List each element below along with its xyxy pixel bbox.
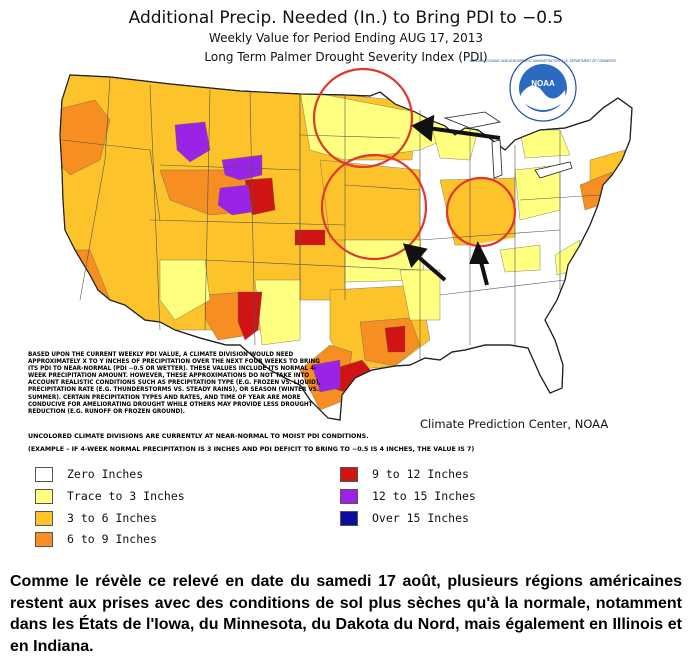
arrow-head-indiana bbox=[469, 241, 490, 264]
arrow-to-minnesota bbox=[427, 126, 501, 140]
chart-subtitle-index: Long Term Palmer Drought Severity Index … bbox=[204, 50, 488, 64]
legend-label-12to15: 12 to 15 Inches bbox=[372, 489, 476, 503]
region-texas-west-trace bbox=[254, 279, 301, 346]
lake-superior bbox=[443, 111, 502, 129]
map-body: NOAA NATIONAL OCEANIC AND ATMOSPHERIC AD… bbox=[59, 54, 633, 421]
highlight-circle-iowa bbox=[320, 153, 428, 261]
legend-item-12to15: 12 to 15 Inches bbox=[340, 488, 476, 504]
noaa-logo: NOAA NATIONAL OCEANIC AND ATMOSPHERIC AD… bbox=[470, 54, 617, 122]
region-texas-12to15 bbox=[311, 359, 341, 393]
lake-michigan bbox=[491, 139, 503, 179]
legend-swatch-over15 bbox=[340, 510, 358, 526]
chart-title-block: Additional Precip. Needed (In.) to Bring… bbox=[0, 8, 692, 65]
region-idaho-12to15 bbox=[174, 121, 211, 163]
legend-swatch-12to15 bbox=[340, 488, 358, 504]
legend-item-over15: Over 15 Inches bbox=[340, 510, 469, 526]
legend-item-6to9: 6 to 9 Inches bbox=[35, 531, 157, 547]
region-arizona-trace bbox=[159, 259, 211, 321]
region-wyoming-12to15 bbox=[217, 184, 253, 216]
legend-label-6to9: 6 to 9 Inches bbox=[67, 532, 158, 546]
highlight-circle-minnesota bbox=[312, 67, 414, 169]
noaa-logo-bird bbox=[520, 85, 566, 110]
region-montana-12to15 bbox=[221, 154, 263, 181]
region-southeast-zero bbox=[470, 230, 565, 340]
legend-label-9to12: 9 to 12 Inches bbox=[372, 467, 469, 481]
legend-item-trace: Trace to 3 Inches bbox=[35, 488, 185, 504]
legend-swatch-zero bbox=[35, 466, 53, 482]
legend-label-trace: Trace to 3 Inches bbox=[67, 489, 185, 503]
region-washington-6to9 bbox=[60, 99, 111, 176]
lake-erie bbox=[534, 161, 573, 179]
chart-subtitle-period: Weekly Value for Period Ending AUG 17, 2… bbox=[208, 31, 484, 45]
arrows bbox=[402, 114, 501, 286]
legend-label-zero: Zero Inches bbox=[67, 467, 144, 481]
region-louisiana-9to12 bbox=[384, 325, 406, 353]
arrow-head-iowa bbox=[402, 243, 428, 268]
arrow-to-iowa bbox=[413, 252, 447, 282]
legend-swatch-9to12 bbox=[340, 466, 358, 482]
arrow-head-minnesota bbox=[411, 114, 435, 142]
methodology-note: BASED UPON THE CURRENT WEEKLY PDI VALUE,… bbox=[28, 352, 321, 415]
legend-label-3to6: 3 to 6 Inches bbox=[67, 511, 158, 525]
legend-swatch-3to6 bbox=[35, 510, 53, 526]
legend-label-over15: Over 15 Inches bbox=[372, 511, 469, 525]
chart-title: Additional Precip. Needed (In.) to Bring… bbox=[128, 8, 564, 28]
credit-text: Climate Prediction Center, NOAA bbox=[420, 417, 609, 431]
noaa-logo-ring-text: NATIONAL OCEANIC AND ATMOSPHERIC ADMINIS… bbox=[470, 59, 617, 63]
us-drought-map: NOAA NATIONAL OCEANIC AND ATMOSPHERIC AD… bbox=[59, 54, 633, 421]
legend-item-3to6: 3 to 6 Inches bbox=[35, 510, 157, 526]
uncolored-note: UNCOLORED CLIMATE DIVISIONS ARE CURRENTL… bbox=[28, 433, 369, 440]
state-boundaries bbox=[61, 76, 601, 360]
legend-item-9to12: 9 to 12 Inches bbox=[340, 466, 469, 482]
legend: Zero Inches Trace to 3 Inches 3 to 6 Inc… bbox=[35, 466, 555, 548]
caption-text: Comme le révèle ce relevé en date du sam… bbox=[10, 573, 682, 655]
legend-swatch-6to9 bbox=[35, 531, 53, 547]
region-newmexico-9to12 bbox=[237, 291, 263, 341]
example-note: (EXAMPLE – IF 4-WEEK NORMAL PRECIPITATIO… bbox=[28, 446, 475, 453]
region-kansas-9to12 bbox=[294, 229, 326, 246]
legend-item-zero: Zero Inches bbox=[35, 466, 143, 482]
legend-swatch-trace bbox=[35, 488, 53, 504]
highlight-circle-indiana bbox=[445, 176, 517, 248]
noaa-logo-text: NOAA bbox=[531, 79, 555, 88]
region-kentucky-trace bbox=[499, 244, 541, 273]
